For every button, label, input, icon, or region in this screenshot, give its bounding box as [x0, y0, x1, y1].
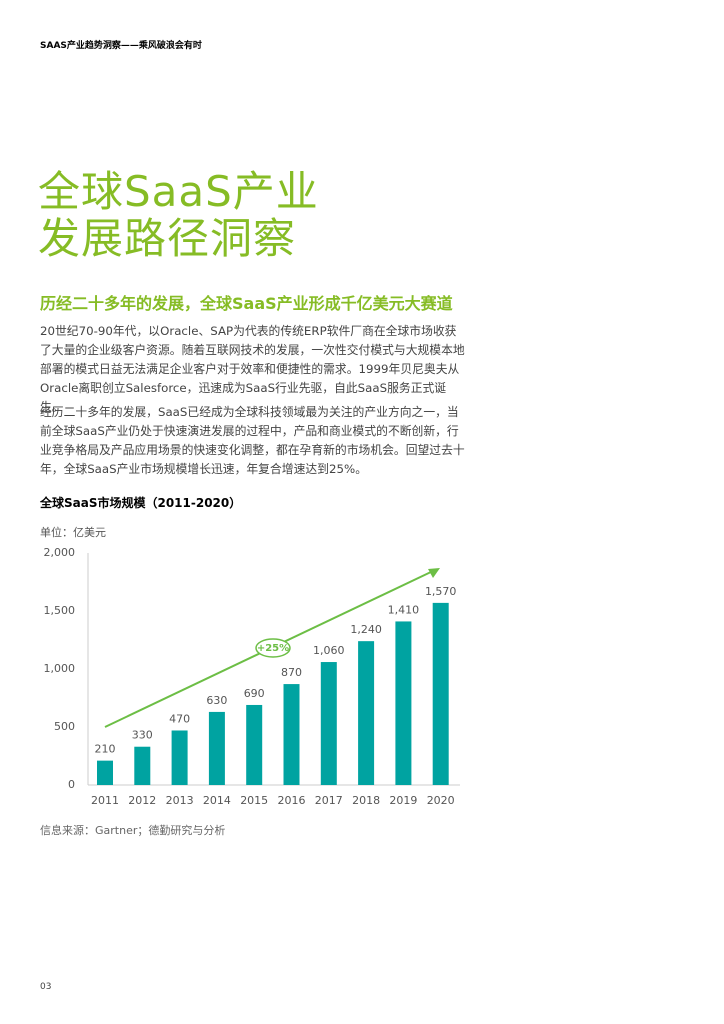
value-label: 330: [132, 729, 153, 742]
title: 全球SaaS产业: [38, 167, 319, 216]
header: SAAS产业趋势洞察——乘风破浪会有时: [40, 41, 202, 51]
x-tick-label: 2012: [128, 794, 156, 807]
value-label: 1,570: [425, 585, 457, 598]
annotation: +25%: [257, 643, 289, 654]
paragraph: 经历二十多年的发展，SaaS已经成为全球科技领域最为关注的产业方向之一，当前全球…: [40, 405, 465, 476]
bar: [208, 711, 225, 785]
value-label: 1,410: [388, 603, 420, 616]
y-tick-label: 2,000: [44, 546, 76, 559]
y-axis-label: 单位：亿美元: [40, 525, 106, 539]
bar: [171, 730, 188, 785]
page-number: 03: [40, 982, 52, 992]
value-label: 210: [95, 743, 116, 756]
bar: [358, 641, 375, 785]
y-tick-label: 1,000: [44, 662, 76, 675]
source: 信息来源：Gartner；德勤研究与分析: [40, 824, 226, 837]
x-tick-label: 2018: [352, 794, 380, 807]
paragraph: 20世纪70-90年代，以Oracle、SAP为代表的传统ERP软件厂商在全球市…: [40, 324, 465, 414]
y-tick-label: 0: [68, 778, 75, 791]
bar: [320, 662, 337, 785]
x-tick-label: 2016: [278, 794, 306, 807]
value-label: 1,240: [350, 623, 382, 636]
value-label: 470: [169, 712, 190, 725]
bar: [246, 704, 263, 785]
value-label: 870: [281, 666, 302, 679]
title: 发展路径洞察: [38, 214, 297, 263]
x-tick-label: 2011: [91, 794, 119, 807]
subtitle: 历经二十多年的发展，全球SaaS产业形成千亿美元大赛道: [40, 294, 453, 313]
value-label: 630: [206, 694, 227, 707]
x-tick-label: 2015: [240, 794, 268, 807]
chart: 单位：亿美元 +25% 0 500 1,000 1,500 2,000 210 2011 33…: [40, 525, 460, 807]
y-tick-label: 500: [54, 720, 75, 733]
bar: [395, 621, 412, 785]
bar: [97, 760, 113, 785]
x-tick-label: 2020: [427, 794, 455, 807]
value-label: 1,060: [313, 644, 345, 657]
y-tick-label: 1,500: [44, 604, 76, 617]
x-tick-label: 2019: [389, 794, 417, 807]
bar: [432, 602, 449, 785]
value-label: 690: [244, 687, 265, 700]
annotation-badge: [255, 638, 291, 658]
x-tick-label: 2013: [166, 794, 194, 807]
arrow-head: [428, 568, 440, 578]
chart-title: 全球SaaS市场规模（2011-2020）: [40, 496, 242, 510]
bar: [283, 684, 300, 785]
bar: [134, 746, 151, 785]
x-tick-label: 2014: [203, 794, 231, 807]
x-tick-label: 2017: [315, 794, 343, 807]
